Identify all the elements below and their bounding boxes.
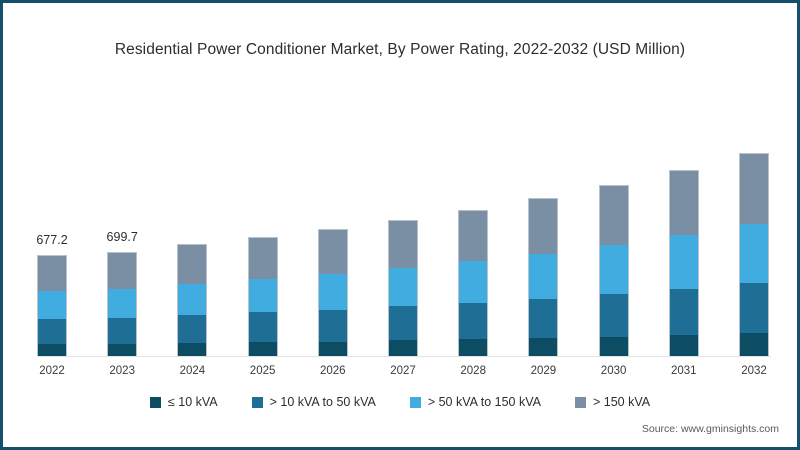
bar-2023[interactable] <box>107 251 138 356</box>
legend-item-1[interactable]: > 10 kVA to 50 kVA <box>251 395 376 409</box>
x-axis-label-2026: 2026 <box>320 365 346 377</box>
bar-segment-2024-s3 <box>178 245 207 284</box>
legend-label-3: > 150 kVA <box>592 395 651 409</box>
bar-2032[interactable] <box>739 153 769 356</box>
x-axis-label-2025: 2025 <box>249 365 276 377</box>
bar-segment-2032-s3 <box>740 154 768 225</box>
bar-segment-2024-s0 <box>178 343 207 356</box>
legend-item-0[interactable]: ≤ 10 kVA <box>149 395 218 409</box>
bar-segment-2032-s0 <box>740 333 768 356</box>
legend-item-2[interactable]: > 50 kVA to 150 kVA <box>409 395 541 409</box>
x-axis-label-2022: 2022 <box>39 365 65 377</box>
bar-segment-2031-s2 <box>669 235 698 290</box>
legend-label-0: ≤ 10 kVA <box>167 395 218 409</box>
bar-2025[interactable] <box>247 237 278 356</box>
bar-segment-2031-s3 <box>669 171 698 236</box>
bar-segment-2028-s3 <box>459 210 488 262</box>
x-axis-label-2031: 2031 <box>671 365 697 377</box>
legend-swatch-icon-3 <box>574 396 586 408</box>
bar-2030[interactable] <box>598 185 629 356</box>
legend-label-2: > 50 kVA to 150 kVA <box>427 395 541 409</box>
legend-swatch-icon-1 <box>251 396 263 408</box>
bar-segment-2023-s1 <box>108 317 137 345</box>
bar-segment-2024-s2 <box>178 283 207 315</box>
chart-title: Residential Power Conditioner Market, By… <box>114 41 686 58</box>
bar-2027[interactable] <box>388 219 418 356</box>
bar-segment-2030-s2 <box>599 245 628 295</box>
bar-2028[interactable] <box>458 209 489 356</box>
bar-segment-2028-s0 <box>459 339 488 356</box>
bar-2024[interactable] <box>177 244 208 356</box>
plot-area <box>37 103 769 356</box>
bar-segment-2025-s3 <box>248 238 277 280</box>
bar-segment-2026-s3 <box>318 230 347 274</box>
bar-2031[interactable] <box>668 170 699 356</box>
x-axis-label-2032: 2032 <box>741 365 767 377</box>
bar-segment-2023-s0 <box>108 344 137 356</box>
legend-swatch-icon-0 <box>149 396 161 408</box>
x-axis-label-2029: 2029 <box>530 365 557 377</box>
bar-value-label-2023: 699.7 <box>106 229 138 244</box>
x-axis-label-2023: 2023 <box>109 365 135 377</box>
bar-segment-2029-s2 <box>529 253 558 299</box>
chart-legend: ≤ 10 kVA > 10 kVA to 50 kVA > 50 kVA to 15… <box>3 395 797 409</box>
source-attribution: Source: www.gminsights.com <box>641 423 779 435</box>
bar-segment-2029-s1 <box>529 298 558 339</box>
bar-segment-2025-s2 <box>248 279 277 313</box>
bar-segment-2030-s0 <box>599 336 628 356</box>
bar-segment-2022-s2 <box>38 291 66 320</box>
bar-segment-2027-s2 <box>389 267 417 307</box>
bar-segment-2025-s1 <box>248 312 277 343</box>
bar-segment-2027-s1 <box>389 306 417 341</box>
bar-segment-2022-s0 <box>38 344 66 356</box>
bar-2029[interactable] <box>528 198 559 356</box>
x-axis-label-2028: 2028 <box>460 365 486 377</box>
bar-segment-2031-s0 <box>669 335 698 356</box>
bar-segment-2026-s1 <box>318 309 347 342</box>
bar-segment-2022-s1 <box>38 319 66 345</box>
x-axis-label-2027: 2027 <box>390 365 416 377</box>
bar-segment-2023-s3 <box>108 252 137 289</box>
bar-2022[interactable] <box>37 255 67 356</box>
bar-segment-2022-s3 <box>38 256 66 292</box>
legend-label-1: > 10 kVA to 50 kVA <box>269 395 376 409</box>
bar-segment-2032-s1 <box>740 283 768 334</box>
x-axis-line <box>37 356 771 357</box>
bar-segment-2025-s0 <box>248 342 277 356</box>
bar-segment-2028-s2 <box>459 261 488 303</box>
bar-segment-2026-s2 <box>318 273 347 310</box>
bar-value-label-2022: 677.2 <box>36 233 68 248</box>
bar-segment-2028-s1 <box>459 302 488 340</box>
bar-segment-2027-s3 <box>389 220 417 268</box>
legend-swatch-icon-2 <box>409 396 421 408</box>
x-axis-label-2024: 2024 <box>179 365 206 377</box>
bar-segment-2027-s0 <box>389 340 417 356</box>
bar-segment-2032-s2 <box>740 224 768 284</box>
bar-segment-2029-s3 <box>529 199 558 254</box>
bar-segment-2026-s0 <box>318 341 347 356</box>
bar-segment-2029-s0 <box>529 338 558 356</box>
bar-segment-2030-s3 <box>599 186 628 246</box>
legend-item-3[interactable]: > 150 kVA <box>574 395 651 409</box>
bar-segment-2030-s1 <box>599 294 628 337</box>
bar-segment-2024-s1 <box>178 314 207 344</box>
bar-segment-2031-s1 <box>669 289 698 336</box>
x-axis-label-2030: 2030 <box>600 365 627 377</box>
bar-2026[interactable] <box>317 229 348 356</box>
bar-segment-2023-s2 <box>108 288 137 318</box>
